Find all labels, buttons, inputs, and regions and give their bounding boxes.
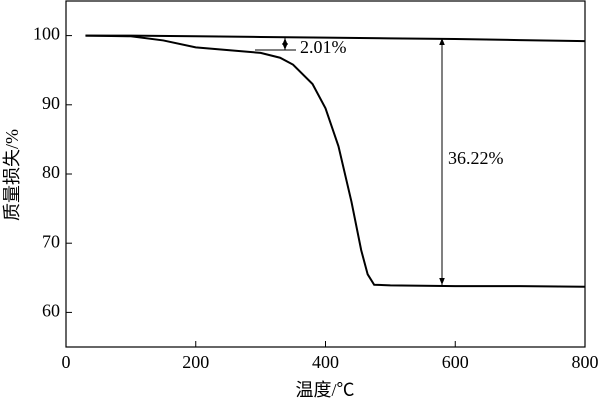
x-tick-label: 200 bbox=[182, 352, 209, 372]
x-tick-label: 800 bbox=[572, 352, 599, 372]
y-tick-label: 60 bbox=[42, 301, 60, 321]
y-axis-label: 质量损失/% bbox=[2, 129, 22, 221]
x-tick-label: 600 bbox=[442, 352, 469, 372]
annotation: 36.22% bbox=[448, 148, 504, 168]
x-axis-label: 温度/℃ bbox=[295, 380, 354, 400]
y-tick-label: 80 bbox=[42, 162, 60, 182]
y-tick-label: 90 bbox=[42, 93, 60, 113]
x-tick-label: 0 bbox=[62, 352, 71, 372]
data-line bbox=[85, 34, 586, 43]
x-tick-label: 400 bbox=[312, 352, 339, 372]
y-tick-label: 100 bbox=[33, 24, 60, 44]
y-tick-label: 70 bbox=[42, 231, 60, 251]
annotation: 2.01% bbox=[300, 37, 347, 57]
data-line bbox=[85, 34, 586, 288]
